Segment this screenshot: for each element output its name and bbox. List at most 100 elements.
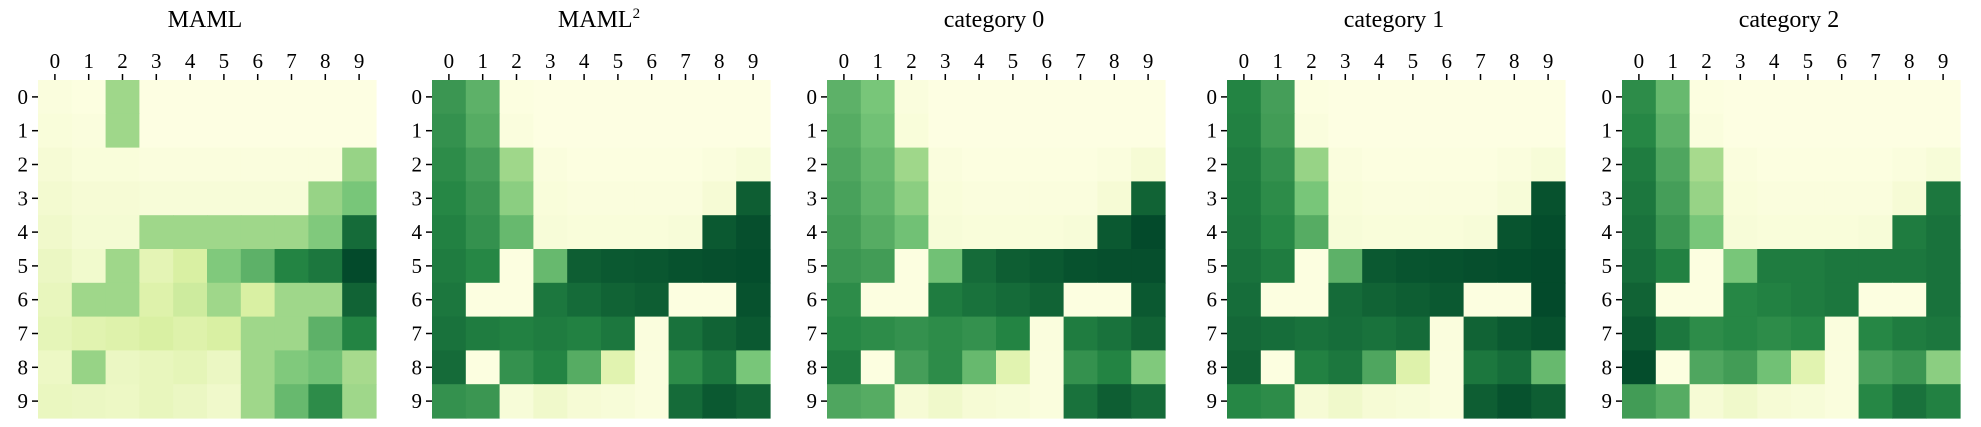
heatmap-cell-r3-c4 [567,181,602,216]
heatmap-cell-r0-c1 [1260,80,1296,115]
heatmap-cell-r4-c4 [173,215,208,250]
x-tick-label: 8 [1904,49,1915,73]
heatmap-cell-r3-c0 [827,181,862,216]
heatmap-cell-r3-c6 [240,181,276,216]
heatmap-cell-r1-c7 [1063,113,1098,149]
heatmap-cell-r0-c5 [601,80,636,115]
heatmap-cell-r0-c7 [274,80,309,115]
x-tick-label: 5 [1408,49,1419,73]
heatmap-cell-r8-c0 [38,350,73,385]
y-tick-label: 0 [18,85,29,109]
heatmap-cell-r7-c4 [1757,316,1792,351]
y-tick-label: 9 [18,389,29,413]
heatmap-cell-r8-c2 [105,350,140,385]
heatmap-cell-r0-c8 [308,80,343,115]
heatmap-cell-r6-c9 [736,282,771,318]
heatmap-cell-r0-c3 [928,80,963,115]
heatmap-cell-r2-c9 [1926,147,1961,182]
heatmap-cell-r9-c2 [1294,384,1329,419]
heatmap-cell-r5-c1 [860,249,896,284]
x-tick-label: 6 [1441,49,1452,73]
heatmap-cell-r1-c8 [1497,113,1532,149]
heatmap-cell-r3-c2 [894,181,929,216]
heatmap-cell-r8-c8 [308,350,343,385]
heatmap-cell-r2-c2 [1689,147,1724,182]
y-tick-label: 5 [1207,254,1218,278]
y-tick-label: 0 [1207,85,1218,109]
heatmap-cell-r7-c5 [207,316,242,351]
heatmap-cell-r5-c5 [1791,249,1826,284]
heatmap-cell-r8-c4 [1757,350,1792,385]
heatmap-cell-r2-c2 [499,147,534,182]
heatmap-cell-r7-c4 [567,316,602,351]
heatmap-cell-r0-c8 [1097,80,1132,115]
heatmap-cell-r3-c9 [1926,181,1961,216]
y-tick-label: 2 [807,153,818,177]
heatmap-cell-r8-c0 [1227,350,1262,385]
panel-title-text: category 1 [1343,7,1445,33]
heatmap-cell-r9-c2 [499,384,534,419]
heatmap-cell-r7-c6 [1029,316,1065,351]
heatmap-cell-r5-c8 [308,249,343,284]
x-tick-label: 8 [1109,49,1120,73]
heatmap-cell-r1-c7 [668,113,703,149]
heatmap-cell-r5-c0 [38,249,73,284]
heatmap-cell-r9-c0 [432,384,467,419]
heatmap-cell-r7-c0 [1622,316,1657,351]
panel-title-text: MAML [557,7,633,33]
heatmap-cell-r3-c6 [1029,181,1065,216]
y-tick-label: 0 [412,85,423,109]
heatmap-cell-r6-c7 [274,282,309,318]
heatmap-cell-r4-c6 [1429,215,1465,250]
heatmap-cell-r3-c4 [1757,181,1792,216]
heatmap-cell-r9-c1 [1260,384,1296,419]
heatmap-cell-r5-c7 [1063,249,1098,284]
heatmap-cell-r0-c9 [1531,80,1566,115]
heatmap-cell-r8-c8 [1892,350,1927,385]
heatmap-cell-r2-c0 [1622,147,1657,182]
x-tick-label: 1 [477,49,488,73]
y-tick-label: 2 [18,153,29,177]
heatmap-cell-r6-c1 [860,282,896,318]
panel-title-superscript: 2 [632,6,641,22]
heatmap-cell-r1-c9 [342,113,377,149]
heatmap-cell-r9-c1 [71,384,107,419]
heatmap-cell-r8-c3 [1723,350,1758,385]
heatmap-cell-r0-c7 [1063,80,1098,115]
heatmap-cell-r4-c2 [1689,215,1724,250]
heatmap-cell-r3-c7 [1063,181,1098,216]
heatmap-cell-r6-c3 [1723,282,1758,318]
heatmap-cell-r6-c4 [962,282,997,318]
heatmap-cell-r1-c2 [894,113,929,149]
heatmap-cell-r1-c5 [1791,113,1826,149]
heatmap-cell-r9-c5 [996,384,1031,419]
heatmap-cell-r3-c1 [860,181,896,216]
heatmap-cell-r1-c5 [996,113,1031,149]
x-tick-label: 5 [613,49,624,73]
heatmap-cell-r2-c5 [1791,147,1826,182]
heatmap-cell-r5-c4 [567,249,602,284]
heatmap-cell-r1-c4 [173,113,208,149]
heatmap-cell-r2-c5 [996,147,1031,182]
panel-title: MAML [30,6,380,34]
heatmap-cell-r9-c4 [962,384,997,419]
y-tick-label: 3 [18,186,29,210]
heatmap-cell-r7-c8 [308,316,343,351]
y-tick-label: 3 [807,186,818,210]
heatmap-cell-r8-c8 [1097,350,1132,385]
heatmap-cell-r1-c4 [567,113,602,149]
heatmap-cell-r9-c4 [567,384,602,419]
x-tick-label: 0 [1634,49,1645,73]
heatmap-cell-r1-c3 [1328,113,1363,149]
heatmap-cell-r2-c9 [1131,147,1166,182]
heatmap-cell-r4-c6 [634,215,670,250]
heatmap-cell-r3-c9 [736,181,771,216]
heatmap-cell-r4-c4 [1757,215,1792,250]
heatmap-cell-r6-c7 [668,282,703,318]
heatmap-cell-r3-c3 [1723,181,1758,216]
heatmap-cell-r5-c2 [105,249,140,284]
heatmap-cell-r0-c9 [736,80,771,115]
